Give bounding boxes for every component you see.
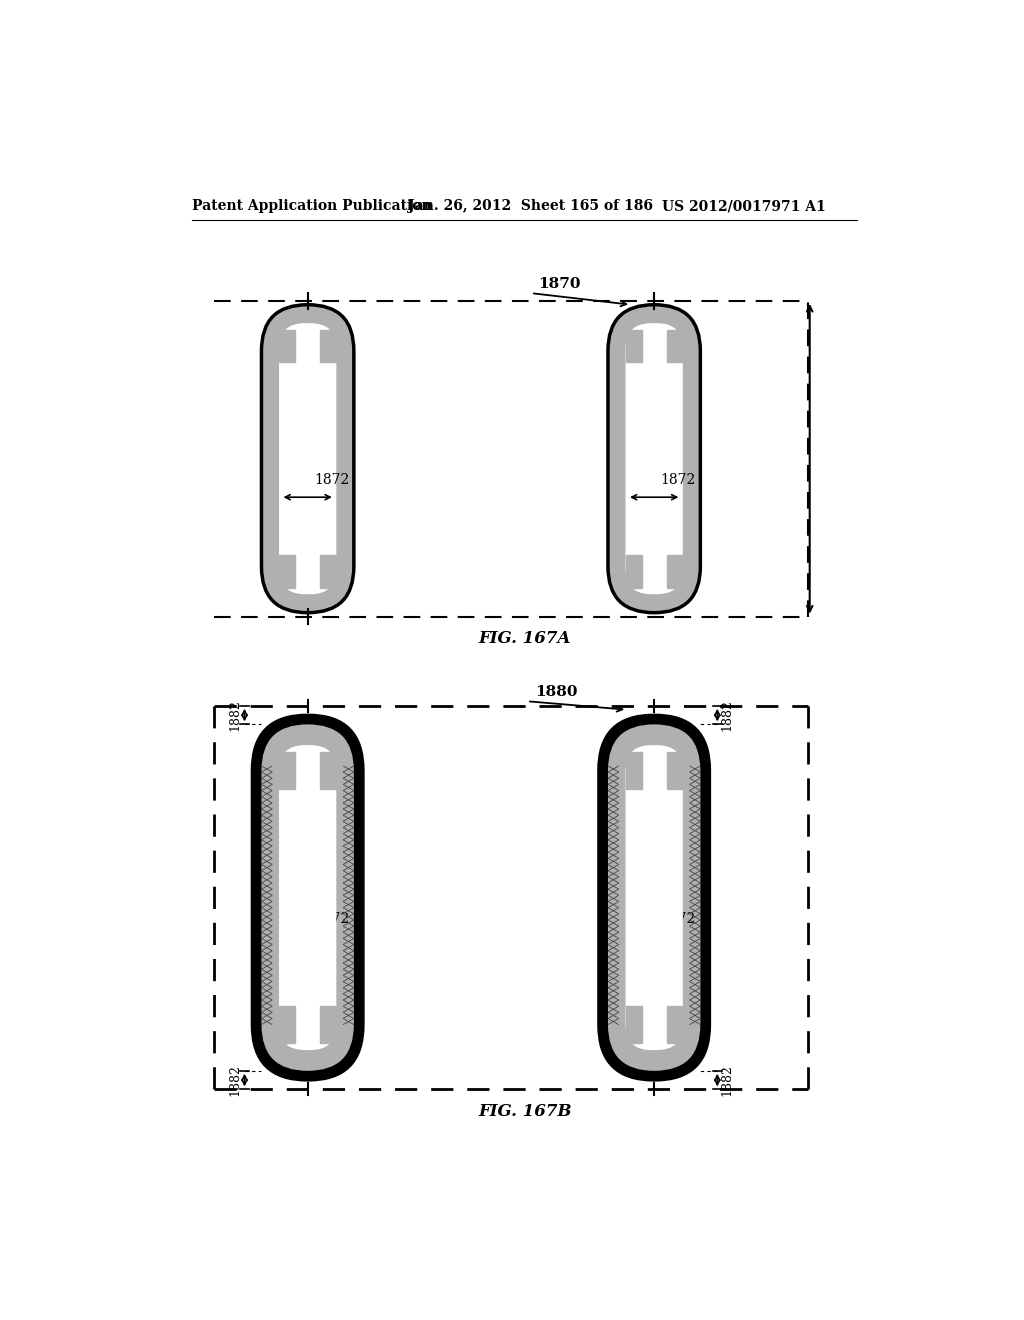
Text: 1872: 1872 [313,912,349,927]
Bar [667,556,683,587]
Text: 1882: 1882 [228,700,242,731]
FancyBboxPatch shape [597,714,711,1081]
Bar [626,330,642,362]
Bar [667,330,683,362]
Bar [626,752,642,789]
Bar [626,556,642,587]
Bar [321,1006,336,1043]
Bar [279,330,295,362]
Text: 1882: 1882 [228,1064,242,1096]
FancyBboxPatch shape [279,744,336,1051]
FancyBboxPatch shape [261,725,354,1071]
FancyBboxPatch shape [608,725,700,1071]
Text: 1882: 1882 [720,1064,733,1096]
FancyBboxPatch shape [608,305,700,612]
Text: 1880: 1880 [535,685,578,700]
Text: 1870: 1870 [539,277,582,290]
Text: US 2012/0017971 A1: US 2012/0017971 A1 [662,199,825,213]
Text: FIG. 167A: FIG. 167A [478,631,571,647]
Text: Patent Application Publication: Patent Application Publication [193,199,432,213]
Bar [626,1006,642,1043]
Bar [321,556,336,587]
Text: 1872: 1872 [313,473,349,487]
Bar [321,330,336,362]
Text: FIG. 167B: FIG. 167B [478,1104,571,1121]
FancyBboxPatch shape [626,744,683,1051]
Text: 1882: 1882 [720,700,733,731]
Bar [321,752,336,789]
FancyBboxPatch shape [261,305,354,612]
Bar [279,1006,295,1043]
FancyBboxPatch shape [279,323,336,594]
Text: 1872: 1872 [660,912,695,927]
Text: Jan. 26, 2012  Sheet 165 of 186: Jan. 26, 2012 Sheet 165 of 186 [408,199,652,213]
FancyBboxPatch shape [251,714,365,1081]
FancyBboxPatch shape [626,323,683,594]
Bar [667,752,683,789]
Text: 1872: 1872 [660,473,695,487]
Bar [279,752,295,789]
Bar [667,1006,683,1043]
Bar [279,556,295,587]
